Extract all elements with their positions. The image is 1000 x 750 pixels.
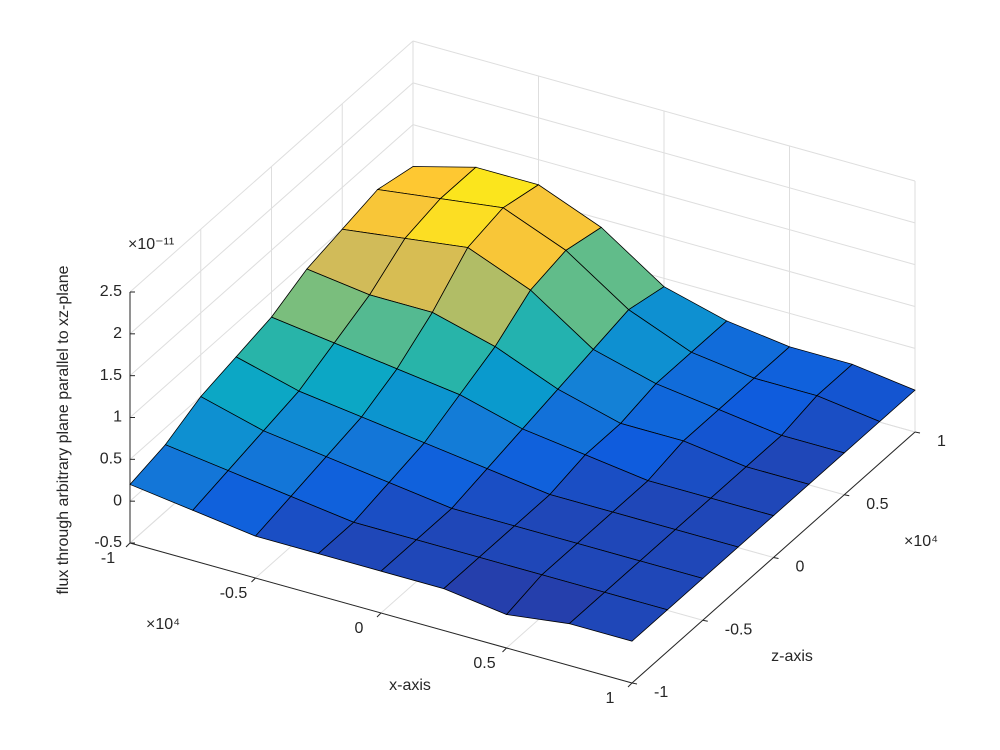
x-tick-label: 1 bbox=[606, 690, 615, 707]
tick-mark bbox=[627, 682, 633, 688]
grid-line bbox=[129, 40, 414, 293]
tick-mark bbox=[502, 647, 507, 653]
grid-line bbox=[129, 82, 414, 335]
z-tick-label: 0.5 bbox=[100, 451, 122, 468]
z-multiplier: ×10⁻¹¹ bbox=[128, 236, 174, 253]
y-tick-label: 1 bbox=[937, 433, 946, 450]
tick-mark bbox=[914, 431, 921, 434]
z-tick-label: 2.5 bbox=[100, 283, 122, 300]
tick-mark bbox=[376, 612, 382, 618]
y-tick-label: 0.5 bbox=[866, 496, 888, 513]
z-tick-label: 1 bbox=[113, 409, 122, 426]
x-tick-label: 0.5 bbox=[473, 655, 495, 672]
tick-mark bbox=[251, 577, 256, 583]
surface-patch bbox=[568, 591, 669, 642]
x-multiplier: ×10⁴ bbox=[146, 616, 180, 633]
z-axis-label: flux through arbitrary plane parallel to… bbox=[55, 265, 72, 594]
grid-line bbox=[412, 124, 916, 266]
y-axis-label: z-axis bbox=[771, 648, 813, 665]
x-axis-label: x-axis bbox=[389, 677, 431, 694]
z-tick-label: -0.5 bbox=[94, 534, 122, 551]
z-tick-label: 1.5 bbox=[100, 367, 122, 384]
y-tick-label: 0 bbox=[796, 559, 805, 576]
tick-mark bbox=[773, 557, 779, 559]
tick-mark bbox=[702, 619, 708, 622]
tick-mark bbox=[844, 494, 850, 497]
y-tick-label: -0.5 bbox=[725, 621, 753, 638]
x-tick-label: -0.5 bbox=[220, 585, 248, 602]
grid-line bbox=[412, 82, 916, 224]
z-tick-label: 0 bbox=[113, 492, 122, 509]
y-tick-label: -1 bbox=[654, 684, 668, 701]
grid-line bbox=[412, 40, 916, 182]
grid-line bbox=[129, 124, 414, 377]
tick-mark bbox=[631, 682, 638, 685]
x-tick-label: -1 bbox=[101, 550, 115, 567]
tick-mark bbox=[125, 542, 131, 548]
x-tick-label: 0 bbox=[355, 620, 364, 637]
y-multiplier: ×10⁴ bbox=[904, 533, 938, 550]
z-tick-label: 2 bbox=[113, 325, 122, 342]
